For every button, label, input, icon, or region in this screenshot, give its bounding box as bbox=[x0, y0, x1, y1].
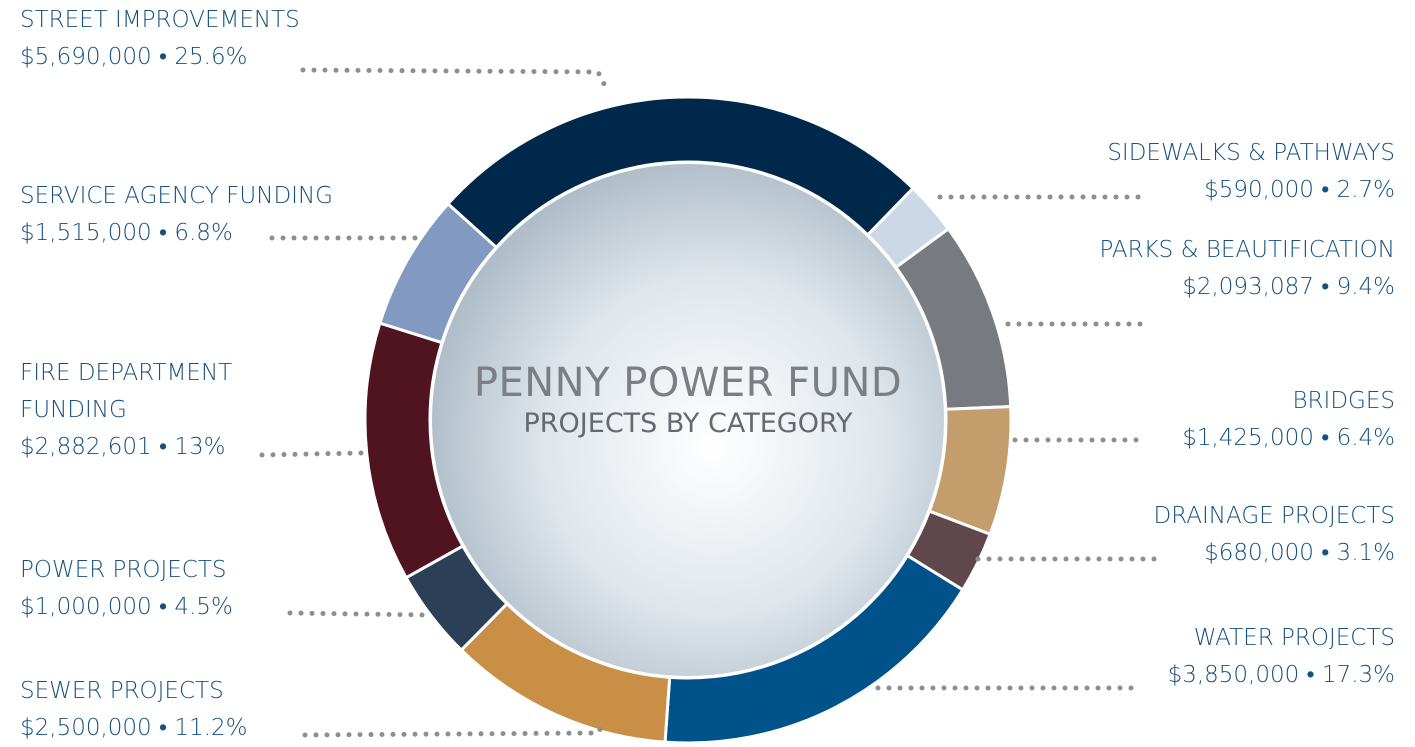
category-label: DRAINAGE PROJECTS $680,000 • 3.1% bbox=[895, 498, 1395, 572]
category-name: PARKS & BEAUTIFICATION bbox=[1099, 237, 1395, 263]
value-label: $2,882,601 • 13% bbox=[20, 434, 226, 460]
category-label: WATER PROJECTS $3,850,000 • 17.3% bbox=[895, 620, 1395, 694]
category-name: SERVICE AGENCY FUNDING bbox=[20, 183, 333, 209]
value-label: $3,850,000 • 17.3% bbox=[1167, 662, 1395, 688]
category-name: STREET IMPROVEMENTS bbox=[20, 7, 300, 33]
value-label: $1,000,000 • 4.5% bbox=[20, 594, 233, 620]
center-disc bbox=[432, 164, 944, 676]
leader-line bbox=[287, 610, 428, 618]
category-name: BRIDGES bbox=[1292, 388, 1396, 414]
category-label: SERVICE AGENCY FUNDING $1,515,000 • 6.8% bbox=[20, 178, 520, 252]
donut-segment bbox=[378, 201, 499, 345]
value-label: $2,500,000 • 11.2% bbox=[20, 715, 248, 741]
category-label: SEWER PROJECTS $2,500,000 • 11.2% bbox=[20, 673, 520, 747]
value-label: $2,093,087 • 9.4% bbox=[1182, 274, 1395, 300]
chart-title: PENNY POWER FUND bbox=[473, 360, 903, 406]
category-label: BRIDGES $1,425,000 • 6.4% bbox=[895, 383, 1395, 457]
leader-line bbox=[300, 67, 611, 95]
category-label: FIRE DEPARTMENT FUNDING $2,882,601 • 13% bbox=[20, 355, 290, 466]
value-label: $1,425,000 • 6.4% bbox=[1182, 425, 1395, 451]
category-label: STREET IMPROVEMENTS $5,690,000 • 25.6% bbox=[20, 2, 520, 76]
category-name: SIDEWALKS & PATHWAYS bbox=[1107, 140, 1395, 166]
category-name: POWER PROJECTS bbox=[20, 557, 227, 583]
value-label: $590,000 • 2.7% bbox=[1204, 177, 1395, 203]
chart-subtitle: PROJECTS BY CATEGORY bbox=[523, 408, 853, 439]
center-text: PENNY POWER FUND PROJECTS BY CATEGORY bbox=[428, 360, 948, 439]
category-name: FIRE DEPARTMENT FUNDING bbox=[20, 360, 233, 423]
category-label: SIDEWALKS & PATHWAYS $590,000 • 2.7% bbox=[895, 135, 1395, 209]
leader-line bbox=[302, 719, 607, 738]
category-name: SEWER PROJECTS bbox=[20, 678, 224, 704]
value-label: $680,000 • 3.1% bbox=[1204, 540, 1395, 566]
category-label: PARKS & BEAUTIFICATION $2,093,087 • 9.4% bbox=[895, 232, 1395, 306]
category-name: DRAINAGE PROJECTS bbox=[1153, 503, 1395, 529]
value-label: $1,515,000 • 6.8% bbox=[20, 220, 233, 246]
category-name: WATER PROJECTS bbox=[1193, 625, 1395, 651]
category-label: POWER PROJECTS $1,000,000 • 4.5% bbox=[20, 552, 520, 626]
value-label: $5,690,000 • 25.6% bbox=[20, 44, 248, 70]
